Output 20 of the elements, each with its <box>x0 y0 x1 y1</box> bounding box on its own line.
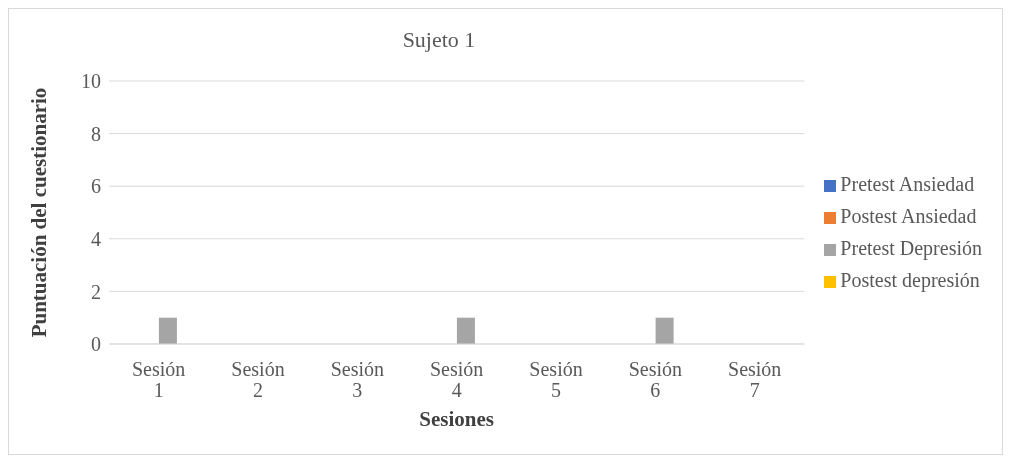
legend-label: Pretest Ansiedad <box>840 172 975 195</box>
y-tick-label: 6 <box>91 175 101 198</box>
x-tick-label: Sesión 4 <box>430 358 484 401</box>
x-tick-label: Sesión 1 <box>132 358 186 401</box>
x-tick-label: Sesión 7 <box>728 358 782 401</box>
legend-label: Pretest Depresión <box>840 236 982 259</box>
legend-label: Postest Ansiedad <box>840 204 977 227</box>
x-axis-title: Sesiones <box>419 407 495 431</box>
x-tick-label: Sesión 6 <box>628 358 683 401</box>
chart-title: Sujeto 1 <box>401 27 477 53</box>
legend-label: Postest depresión <box>840 268 980 291</box>
y-tick-label: 0 <box>91 333 101 356</box>
y-tick-label: 10 <box>81 70 101 93</box>
y-tick-label: 8 <box>91 122 101 145</box>
y-axis-title: Puntuación del cuestionario <box>27 87 52 338</box>
x-tick-label: Sesión 3 <box>330 358 385 401</box>
y-tick-label: 2 <box>91 280 101 303</box>
x-tick-label: Sesión 2 <box>231 358 285 401</box>
x-tick-label: Sesión 5 <box>529 358 583 401</box>
y-tick-label: 4 <box>91 227 101 250</box>
